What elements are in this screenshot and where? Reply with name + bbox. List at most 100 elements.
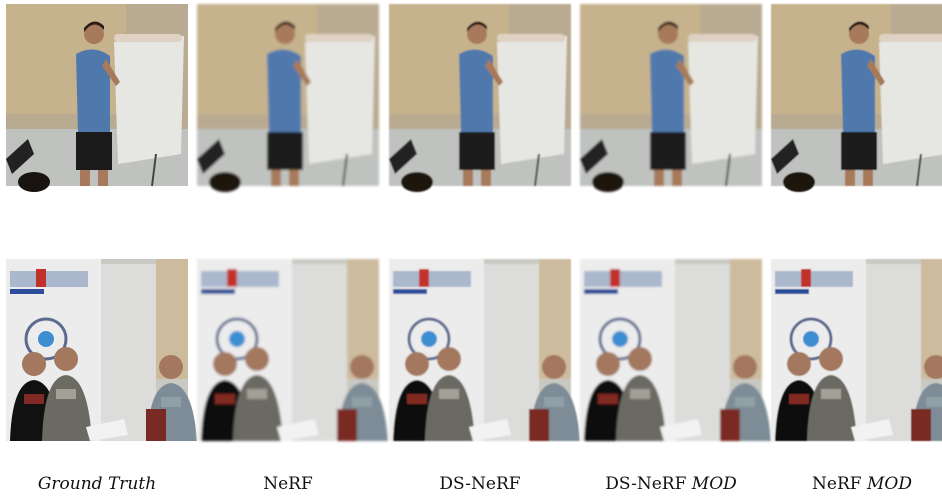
head (658, 24, 678, 44)
easel-leg (151, 153, 157, 187)
audience-head (209, 172, 241, 192)
logo-text (393, 271, 471, 287)
head (350, 355, 374, 379)
shirt (650, 49, 684, 134)
head (542, 355, 566, 379)
shorts (459, 132, 495, 170)
photo (771, 4, 942, 192)
leg (463, 170, 473, 186)
arm (867, 59, 885, 86)
leg (98, 170, 108, 186)
logo-s (227, 269, 237, 287)
easel-leg (534, 153, 540, 187)
paper-roll (305, 34, 373, 42)
body (616, 375, 666, 441)
shorts (267, 132, 303, 170)
seal (789, 317, 833, 361)
head (787, 352, 811, 376)
logo-text (584, 271, 662, 287)
detail (544, 397, 564, 407)
head (22, 352, 46, 376)
paper-roll (497, 34, 565, 42)
leg (863, 170, 873, 186)
hair (467, 21, 487, 32)
paper-roll (879, 34, 942, 42)
flipchart (305, 36, 375, 164)
logo-text (201, 271, 279, 287)
method-name: NeRF (812, 474, 862, 494)
head (924, 355, 942, 379)
seal (407, 317, 451, 361)
chair (911, 409, 931, 441)
head (628, 347, 652, 371)
logo-bar (10, 289, 44, 294)
audience-head (592, 172, 624, 192)
detail (821, 389, 841, 399)
hair (275, 21, 295, 32)
seal (598, 317, 642, 361)
arm (676, 59, 694, 86)
photo (580, 4, 762, 192)
easel-leg (342, 153, 348, 187)
chair (146, 409, 166, 441)
photo (197, 259, 388, 441)
audience-head (18, 172, 50, 192)
photo (197, 4, 379, 192)
logo-text (775, 271, 853, 287)
paper-roll (114, 34, 182, 42)
seal-center (38, 331, 54, 347)
photo (6, 259, 197, 441)
arm (102, 59, 120, 86)
detail (598, 394, 618, 404)
method-name: Ground Truth (37, 474, 157, 494)
detail (56, 389, 76, 399)
caption: DS-NeRF MOD (580, 474, 762, 494)
photo (389, 259, 580, 441)
logo-s (419, 269, 429, 287)
detail (735, 397, 755, 407)
head (849, 24, 869, 44)
audience-head (783, 172, 815, 192)
head (437, 347, 461, 371)
hair (84, 21, 104, 32)
body (233, 375, 283, 441)
arm (485, 59, 503, 86)
head (54, 347, 78, 371)
laptop (580, 139, 608, 174)
arm (293, 59, 311, 86)
logo-bar (393, 289, 427, 294)
paper-roll (688, 34, 756, 42)
flipchart (114, 36, 184, 164)
logo-s (801, 269, 811, 287)
logo-text (10, 271, 88, 287)
chair (529, 409, 549, 441)
laptop (6, 139, 34, 174)
caption: NeRF (197, 474, 379, 494)
hair (849, 21, 869, 32)
leg (271, 170, 281, 186)
shorts (76, 132, 112, 170)
method-name: NeRF (263, 474, 313, 494)
leg (289, 170, 299, 186)
seal-center (612, 331, 628, 347)
laptop (197, 139, 225, 174)
head (596, 352, 620, 376)
head (405, 352, 429, 376)
paper (86, 419, 128, 441)
shirt (76, 49, 110, 134)
head (245, 347, 269, 371)
detail (24, 394, 44, 404)
detail (215, 394, 235, 404)
seal-center (229, 331, 245, 347)
leg (481, 170, 491, 186)
body (807, 375, 857, 441)
caption: DS-NeRF (389, 474, 571, 494)
audience-head (401, 172, 433, 192)
easel-leg (916, 153, 922, 187)
head (467, 24, 487, 44)
flipchart (688, 36, 758, 164)
head (819, 347, 843, 371)
logo-bar (201, 289, 235, 294)
laptop (771, 139, 799, 174)
